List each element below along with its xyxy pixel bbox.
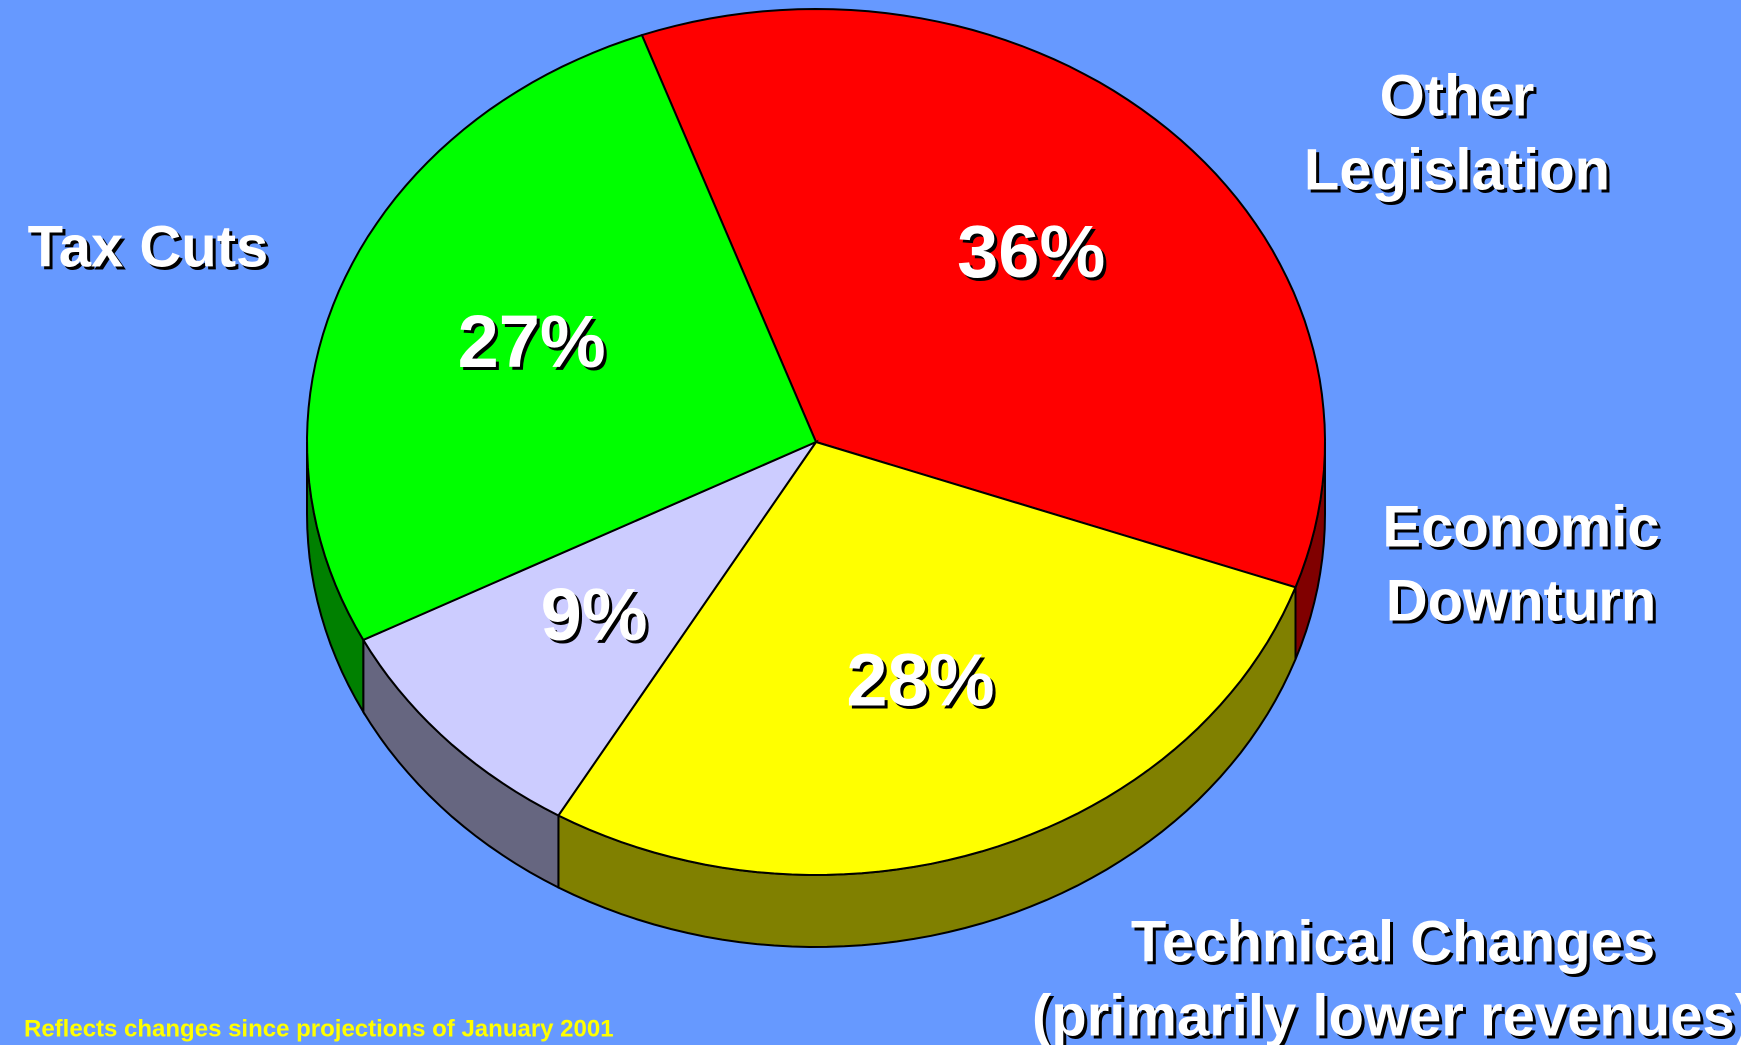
slice xyxy=(556,440,1297,877)
category-label: Technical Changes xyxy=(1131,909,1655,974)
footnote: Reflects changes since projections of Ja… xyxy=(24,1015,614,1042)
category-label: Downturn xyxy=(1386,568,1657,633)
slice xyxy=(640,7,1327,589)
category-label: Tax Cuts xyxy=(28,214,269,279)
slice xyxy=(361,439,819,817)
value-label: 36% xyxy=(957,210,1105,293)
slice xyxy=(305,33,818,642)
category-label: Other xyxy=(1380,63,1535,128)
value-label: 27% xyxy=(458,300,606,383)
value-label: 28% xyxy=(846,639,994,722)
value-label: 9% xyxy=(541,573,648,656)
category-label: (primarily lower revenues) xyxy=(1032,983,1741,1045)
category-label: Economic xyxy=(1382,494,1659,559)
category-label: Legislation xyxy=(1304,137,1610,202)
